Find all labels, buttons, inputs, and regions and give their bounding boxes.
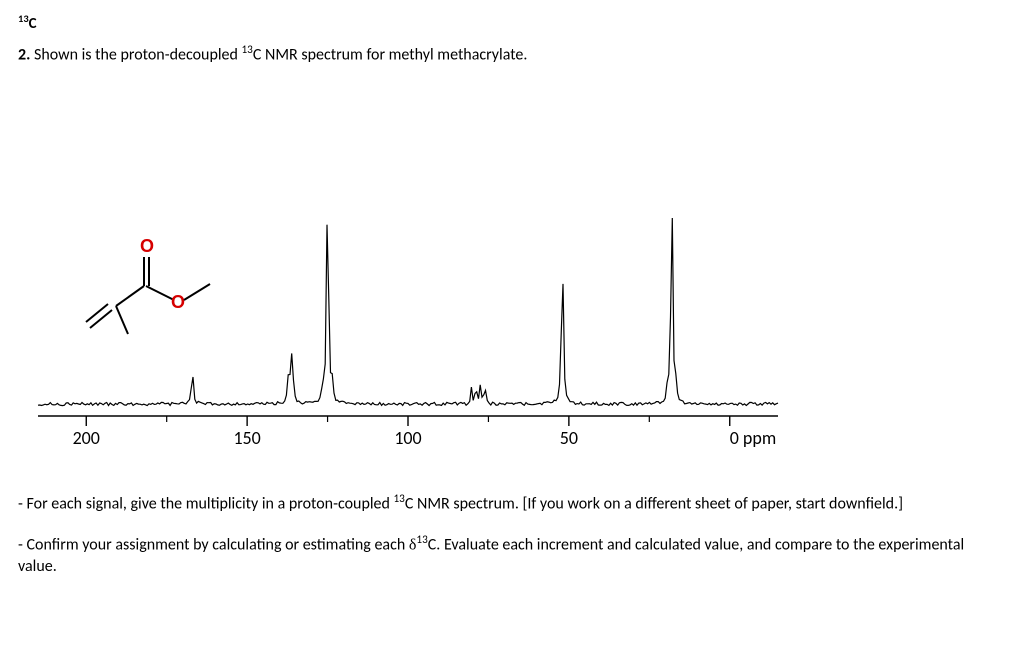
task2-text-a: - Confirm your assignment by calculating… <box>18 536 409 555</box>
bond <box>86 304 108 322</box>
isotope-sup: 13 <box>18 12 29 25</box>
atom-label: O <box>171 292 185 312</box>
bond <box>146 286 174 300</box>
isotope-base: C <box>29 15 37 33</box>
question-text-b: C NMR spectrum for methyl methacrylate. <box>253 45 528 64</box>
bond <box>116 306 128 334</box>
task-2: - Confirm your assignment by calculating… <box>18 533 1006 578</box>
bond <box>184 284 210 300</box>
x-tick-label: 100 <box>394 427 421 449</box>
atom-label: O <box>140 236 154 256</box>
question-sup: 13 <box>242 43 253 57</box>
nmr-figure: 200150100500 ppm OO <box>18 74 798 474</box>
task1-sup: 13 <box>394 492 405 506</box>
bond <box>90 310 112 328</box>
x-tick-label: 150 <box>233 427 260 449</box>
task-1: - For each signal, give the multiplicity… <box>18 492 1006 515</box>
x-tick-label: 50 <box>560 427 578 449</box>
question-number: 2. <box>18 45 30 64</box>
x-tick-label: 0 ppm <box>730 427 777 449</box>
question-line: 2. Shown is the proton-decoupled 13C NMR… <box>18 43 1006 64</box>
task1-text-b: C NMR spectrum. [If you work on a differ… <box>405 495 903 514</box>
isotope-header: 13C <box>18 12 1006 33</box>
question-text-a: Shown is the proton-decoupled <box>30 45 241 64</box>
task1-text-a: - For each signal, give the multiplicity… <box>18 495 394 514</box>
bond <box>116 286 144 306</box>
x-tick-label: 200 <box>73 427 100 449</box>
molecule-structure: OO <box>78 234 228 344</box>
task2-sup: 13 <box>416 533 427 547</box>
